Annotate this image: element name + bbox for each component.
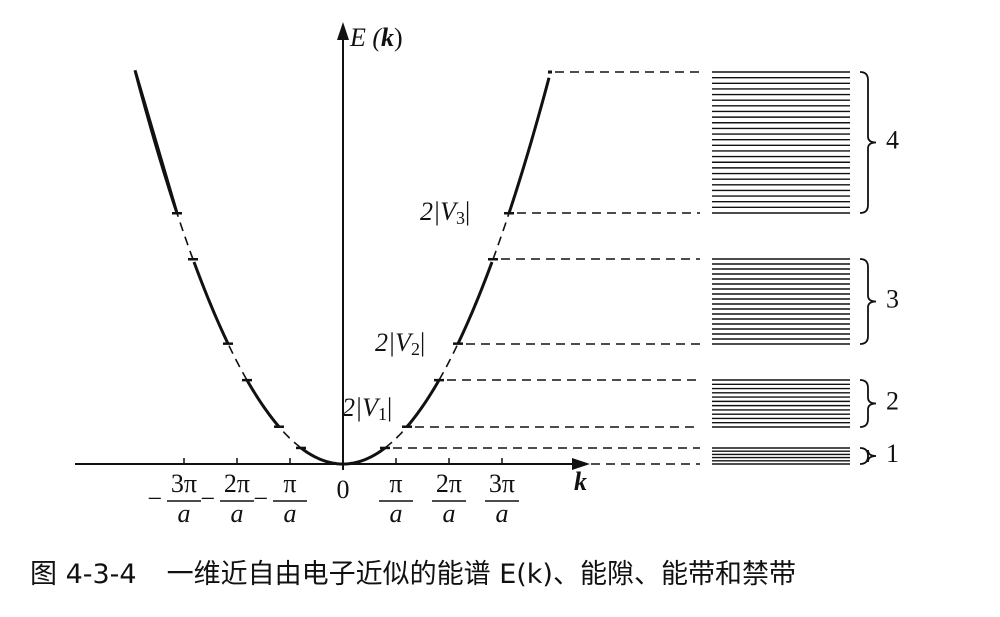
tick-denominator: a bbox=[231, 499, 244, 528]
y-arrow bbox=[337, 22, 349, 40]
gap-label: 2|V2| bbox=[375, 328, 425, 359]
gap-label-subscript: 3 bbox=[456, 208, 465, 228]
gap-label-suffix: | bbox=[387, 393, 392, 422]
curve-piece bbox=[456, 261, 494, 345]
band-label: 4 bbox=[886, 125, 899, 154]
gap-label: 2|V3| bbox=[420, 197, 470, 228]
curve-piece bbox=[405, 379, 441, 428]
band-label: 3 bbox=[886, 284, 899, 313]
y-axis-label: E (k) bbox=[349, 23, 403, 52]
curve-piece bbox=[192, 261, 230, 345]
curve-gap bbox=[176, 212, 194, 260]
tick-sign: − bbox=[147, 484, 162, 513]
tick-denominator: a bbox=[390, 499, 403, 528]
gap-label-prefix: 2|V bbox=[375, 328, 414, 357]
tick-denominator: a bbox=[496, 499, 509, 528]
gap-label-suffix: | bbox=[420, 328, 425, 357]
gap-label-prefix: 2|V bbox=[420, 197, 459, 226]
tick-numerator: π bbox=[283, 469, 296, 498]
y-label-prefix: E ( bbox=[349, 23, 382, 52]
curve-gap bbox=[384, 426, 408, 449]
gap-label-suffix: | bbox=[465, 197, 470, 226]
curve-piece bbox=[507, 77, 551, 214]
tick-numerator: π bbox=[389, 469, 402, 498]
tick-sign: − bbox=[200, 484, 215, 513]
curve-piece bbox=[343, 446, 386, 466]
y-label-suffix: ) bbox=[394, 23, 403, 52]
gap-label-prefix: 2|V bbox=[342, 393, 381, 422]
caption-text: 一维近自由电子近似的能谱 E(k)、能隙、能带和禁带 bbox=[167, 559, 796, 590]
brace bbox=[859, 71, 877, 214]
y-label-variable: k bbox=[381, 23, 394, 52]
brace bbox=[859, 379, 877, 428]
curve-gap bbox=[492, 212, 510, 260]
figure-number: 图 4-3-4 bbox=[30, 559, 137, 590]
gap-label-subscript: 2 bbox=[411, 339, 420, 359]
gap-label-subscript: 1 bbox=[378, 404, 387, 424]
tick-numerator: 2π bbox=[224, 469, 250, 498]
tick-sign: − bbox=[253, 484, 268, 513]
brace bbox=[859, 258, 877, 345]
band-label: 2 bbox=[886, 386, 899, 415]
tick-numerator: 2π bbox=[436, 469, 462, 498]
x-axis-label: k bbox=[574, 467, 587, 496]
tick-denominator: a bbox=[284, 499, 297, 528]
tick-denominator: a bbox=[443, 499, 456, 528]
curve-piece bbox=[245, 379, 281, 428]
curve-gap bbox=[278, 426, 302, 449]
brace bbox=[859, 447, 877, 465]
tick-numerator: 3π bbox=[489, 469, 515, 498]
origin-label: 0 bbox=[337, 475, 350, 504]
band-label: 1 bbox=[886, 439, 899, 468]
curve-piece bbox=[300, 446, 343, 466]
gap-label: 2|V1| bbox=[342, 393, 392, 424]
caption: 图 4-3-4 一维近自由电子近似的能谱 E(k)、能隙、能带和禁带 bbox=[30, 559, 796, 590]
tick-denominator: a bbox=[178, 499, 191, 528]
curve-gap bbox=[438, 345, 458, 381]
curve-piece bbox=[133, 69, 179, 214]
curve-gap bbox=[228, 345, 248, 381]
tick-numerator: 3π bbox=[171, 469, 197, 498]
